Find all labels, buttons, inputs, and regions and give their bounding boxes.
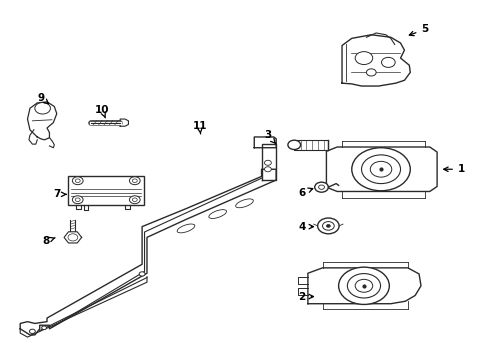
Polygon shape [120, 119, 128, 126]
Text: 9: 9 [38, 93, 48, 104]
Ellipse shape [208, 210, 226, 219]
Circle shape [287, 140, 300, 149]
Circle shape [346, 274, 380, 298]
Circle shape [322, 222, 333, 230]
Text: 1: 1 [443, 164, 464, 174]
Circle shape [381, 57, 394, 67]
Circle shape [361, 155, 400, 184]
Text: 5: 5 [408, 24, 427, 36]
Text: 11: 11 [192, 121, 206, 134]
Circle shape [354, 279, 372, 292]
Circle shape [129, 196, 140, 204]
Circle shape [369, 161, 391, 177]
Polygon shape [254, 137, 276, 148]
Circle shape [75, 198, 80, 202]
Circle shape [326, 225, 330, 227]
Ellipse shape [177, 224, 194, 233]
Circle shape [338, 267, 388, 305]
Circle shape [351, 148, 409, 191]
Bar [68, 176, 143, 205]
Circle shape [132, 179, 137, 183]
Circle shape [41, 326, 46, 329]
Circle shape [264, 167, 271, 172]
Text: 3: 3 [264, 130, 276, 144]
Circle shape [264, 160, 271, 165]
Bar [294, 140, 328, 149]
Circle shape [35, 103, 50, 114]
Polygon shape [307, 268, 420, 304]
Circle shape [68, 234, 78, 241]
Circle shape [72, 177, 83, 185]
Polygon shape [326, 147, 436, 192]
Circle shape [29, 329, 35, 333]
Polygon shape [341, 35, 409, 86]
Text: 7: 7 [53, 189, 66, 199]
Text: 6: 6 [298, 188, 312, 198]
Circle shape [72, 196, 83, 204]
Circle shape [317, 218, 338, 234]
Circle shape [318, 185, 324, 189]
Text: 4: 4 [298, 222, 313, 231]
Ellipse shape [235, 199, 253, 208]
Circle shape [129, 177, 140, 185]
Text: 2: 2 [298, 292, 313, 302]
Polygon shape [64, 232, 81, 243]
Polygon shape [261, 144, 276, 180]
Circle shape [132, 198, 137, 202]
Polygon shape [27, 102, 57, 140]
Polygon shape [20, 169, 276, 335]
Text: 8: 8 [42, 236, 55, 246]
Circle shape [314, 182, 328, 192]
Circle shape [354, 51, 372, 64]
Circle shape [366, 69, 375, 76]
Circle shape [139, 272, 145, 276]
Text: 10: 10 [95, 105, 109, 118]
Circle shape [75, 179, 80, 183]
